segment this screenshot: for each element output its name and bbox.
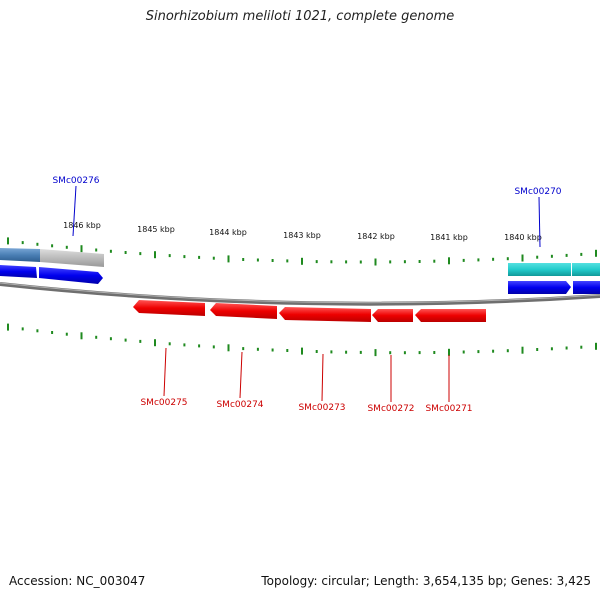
gene-label-smc00270[interactable]: SMc00270 bbox=[514, 187, 561, 197]
forward-gene-4[interactable] bbox=[573, 281, 600, 294]
outer-tick-ruler bbox=[7, 237, 597, 266]
leader-smc00275 bbox=[163, 347, 167, 397]
genome-backbone-highlight bbox=[0, 282, 600, 304]
gene-label-smc00275[interactable]: SMc00275 bbox=[140, 398, 187, 408]
gene-label-smc00272[interactable]: SMc00272 bbox=[367, 404, 414, 414]
reverse-labels: SMc00275 SMc00274 SMc00273 SMc00272 SMc0… bbox=[140, 398, 472, 414]
reverse-gene-smc00271[interactable] bbox=[415, 309, 486, 322]
cds-feature-cyan-2[interactable] bbox=[572, 263, 600, 276]
gene-label-smc00276[interactable]: SMc00276 bbox=[52, 176, 99, 186]
reverse-genes bbox=[133, 300, 486, 322]
ruler-label-1845: 1845 kbp bbox=[137, 225, 175, 234]
cds-feature-cyan-1[interactable] bbox=[508, 263, 571, 276]
ruler-label-1846: 1846 kbp bbox=[63, 221, 101, 230]
forward-gene-1[interactable] bbox=[0, 265, 37, 278]
leader-smc00276 bbox=[72, 185, 77, 237]
cds-features bbox=[0, 248, 600, 276]
cds-feature-grey[interactable] bbox=[40, 249, 104, 267]
cds-feature-steel[interactable] bbox=[0, 248, 40, 262]
leader-smc00270 bbox=[538, 196, 541, 248]
reverse-gene-smc00275[interactable] bbox=[133, 300, 205, 316]
leader-smc00273 bbox=[321, 353, 324, 402]
reverse-gene-smc00272[interactable] bbox=[372, 309, 413, 322]
accession-text: Accession: NC_003047 bbox=[9, 574, 146, 588]
forward-label-leaders bbox=[72, 185, 541, 248]
genome-stats-text: Topology: circular; Length: 3,654,135 bp… bbox=[261, 574, 591, 588]
ruler-label-1841: 1841 kbp bbox=[430, 233, 468, 242]
forward-labels: SMc00276 SMc00270 bbox=[52, 176, 561, 197]
forward-gene-3[interactable] bbox=[508, 281, 571, 294]
gene-label-smc00273[interactable]: SMc00273 bbox=[298, 403, 345, 413]
leader-smc00274 bbox=[239, 351, 243, 399]
ruler-label-1843: 1843 kbp bbox=[283, 231, 321, 240]
map-title: Sinorhizobium meliloti 1021, complete ge… bbox=[145, 9, 455, 24]
reverse-gene-smc00274[interactable] bbox=[210, 303, 277, 319]
forward-gene-2[interactable] bbox=[39, 267, 103, 284]
forward-genes bbox=[0, 265, 600, 294]
reverse-gene-smc00273[interactable] bbox=[279, 307, 371, 322]
inner-tick-ruler bbox=[7, 323, 597, 357]
reverse-label-leaders bbox=[163, 347, 450, 402]
ruler-labels: 1846 kbp 1845 kbp 1844 kbp 1843 kbp 1842… bbox=[63, 221, 542, 242]
gene-label-smc00274[interactable]: SMc00274 bbox=[216, 400, 263, 410]
ruler-label-1842: 1842 kbp bbox=[357, 232, 395, 241]
gene-label-smc00271[interactable]: SMc00271 bbox=[425, 404, 472, 414]
genome-backbone bbox=[0, 282, 600, 306]
ruler-label-1844: 1844 kbp bbox=[209, 228, 247, 237]
ruler-label-1840: 1840 kbp bbox=[504, 233, 542, 242]
